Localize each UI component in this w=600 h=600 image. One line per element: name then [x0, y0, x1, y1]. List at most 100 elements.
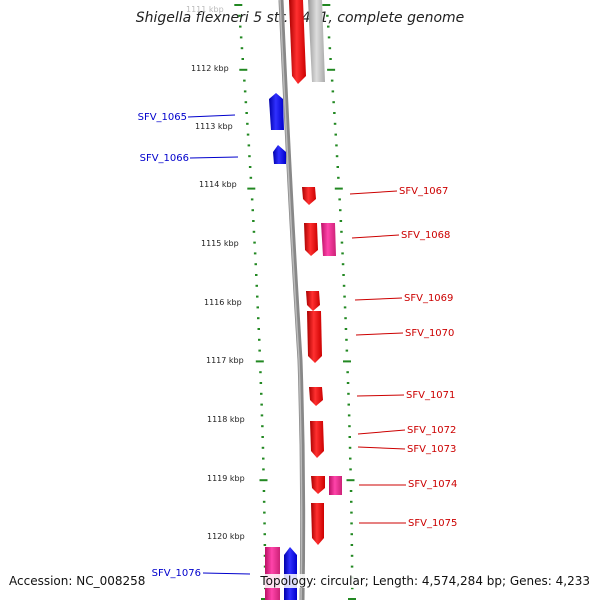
gene-arrow-forward[interactable]	[302, 187, 316, 205]
gene-arrow-forward[interactable]	[311, 476, 325, 494]
gene-arrow-forward[interactable]	[304, 223, 318, 256]
minor-tick	[328, 47, 332, 50]
minor-tick	[256, 306, 259, 309]
minor-tick	[338, 198, 341, 201]
minor-tick	[333, 122, 337, 125]
minor-tick	[350, 500, 353, 503]
gene-label[interactable]: SFV_1068	[401, 230, 450, 241]
minor-tick	[334, 133, 337, 136]
minor-tick	[346, 371, 349, 374]
gene-arrow-forward[interactable]	[306, 291, 320, 311]
minor-tick	[341, 252, 344, 255]
scale-ticks-right	[322, 4, 356, 600]
leader-line	[354, 297, 403, 301]
minor-tick	[252, 220, 255, 222]
minor-tick	[330, 79, 334, 82]
gene-label[interactable]: SFV_1065	[138, 112, 187, 123]
minor-tick	[247, 144, 251, 147]
minor-tick	[343, 295, 346, 298]
minor-tick	[255, 274, 258, 276]
minor-tick	[329, 58, 332, 60]
minor-tick	[260, 392, 263, 395]
leader-line	[355, 332, 404, 336]
minor-tick	[349, 457, 352, 460]
scale-label: 1112 kbp	[191, 64, 229, 73]
minor-tick	[259, 382, 263, 384]
gene-arrow-forward[interactable]	[309, 387, 323, 406]
minor-tick	[241, 58, 244, 60]
leader-line	[189, 156, 239, 159]
genome-backbone	[278, 0, 306, 600]
gene-label[interactable]: SFV_1069	[404, 293, 453, 304]
gene-label[interactable]: SFV_1070	[405, 328, 454, 339]
minor-tick	[350, 511, 353, 514]
feature-grey[interactable]	[308, 0, 325, 82]
gene-label[interactable]: SFV_1076	[152, 568, 201, 579]
minor-tick	[254, 263, 257, 266]
minor-tick	[348, 446, 352, 449]
minor-tick	[250, 198, 254, 201]
genome-backbone-highlight	[279, 0, 303, 600]
minor-tick	[349, 468, 352, 471]
gene-label[interactable]: SFV_1072	[407, 425, 456, 436]
minor-tick	[347, 403, 350, 406]
scale-label: 1115 kbp	[201, 239, 239, 248]
scale-label: 1118 kbp	[207, 415, 245, 424]
minor-tick	[332, 101, 335, 104]
gene-arrow-forward[interactable]	[311, 503, 324, 545]
minor-tick	[243, 79, 246, 82]
minor-tick	[251, 209, 254, 212]
minor-tick	[345, 338, 348, 341]
label-leaders	[187, 114, 406, 575]
minor-tick	[240, 47, 244, 50]
minor-tick	[255, 284, 258, 287]
minor-tick	[248, 155, 251, 158]
minor-tick	[333, 112, 336, 114]
scale-label: 1119 kbp	[207, 474, 245, 483]
minor-tick	[245, 112, 248, 114]
minor-tick	[263, 511, 266, 514]
minor-tick	[343, 306, 347, 309]
minor-tick	[344, 317, 347, 320]
minor-tick	[342, 284, 346, 287]
minor-tick	[346, 382, 350, 384]
minor-tick	[263, 554, 267, 557]
feature-pink[interactable]	[329, 476, 342, 495]
minor-tick	[260, 414, 264, 417]
minor-tick	[244, 101, 248, 104]
gene-arrow-forward[interactable]	[310, 421, 324, 458]
leader-line	[357, 429, 406, 435]
major-tick	[346, 479, 355, 482]
gene-label[interactable]: SFV_1066	[140, 153, 189, 164]
gene-label[interactable]: SFV_1073	[407, 444, 456, 455]
scale-labels: 1111 kbp 1112 kbp 1113 kbp 1114 kbp 1115…	[186, 5, 245, 541]
gene-label[interactable]: SFV_1074	[408, 479, 457, 490]
minor-tick	[262, 468, 265, 471]
minor-tick	[339, 209, 342, 212]
minor-tick	[256, 295, 259, 298]
major-tick	[234, 4, 243, 6]
topology-label: Topology: circular; Length: 4,574,284 bp…	[260, 574, 590, 588]
minor-tick	[253, 241, 256, 244]
gene-label[interactable]: SFV_1071	[406, 390, 455, 401]
minor-tick	[253, 252, 257, 255]
gene-label[interactable]: SFV_1075	[408, 518, 457, 529]
minor-tick	[263, 522, 266, 525]
minor-tick	[336, 166, 339, 168]
minor-tick	[258, 338, 261, 341]
gene-arrow-reverse[interactable]	[273, 145, 286, 164]
minor-tick	[326, 14, 329, 17]
gene-arrow-forward[interactable]	[307, 311, 322, 363]
minor-tick	[260, 403, 263, 406]
gene-label[interactable]: SFV_1067	[399, 186, 448, 197]
feature-pink[interactable]	[321, 223, 336, 256]
minor-tick	[350, 544, 354, 546]
major-tick	[334, 187, 343, 190]
minor-tick	[258, 349, 261, 352]
gene-arrow-reverse[interactable]	[269, 93, 284, 130]
scale-label: 1114 kbp	[199, 180, 237, 189]
gene-arrow-forward[interactable]	[289, 0, 306, 84]
minor-tick	[339, 220, 343, 222]
minor-tick	[252, 230, 256, 233]
gene-features	[265, 0, 342, 600]
